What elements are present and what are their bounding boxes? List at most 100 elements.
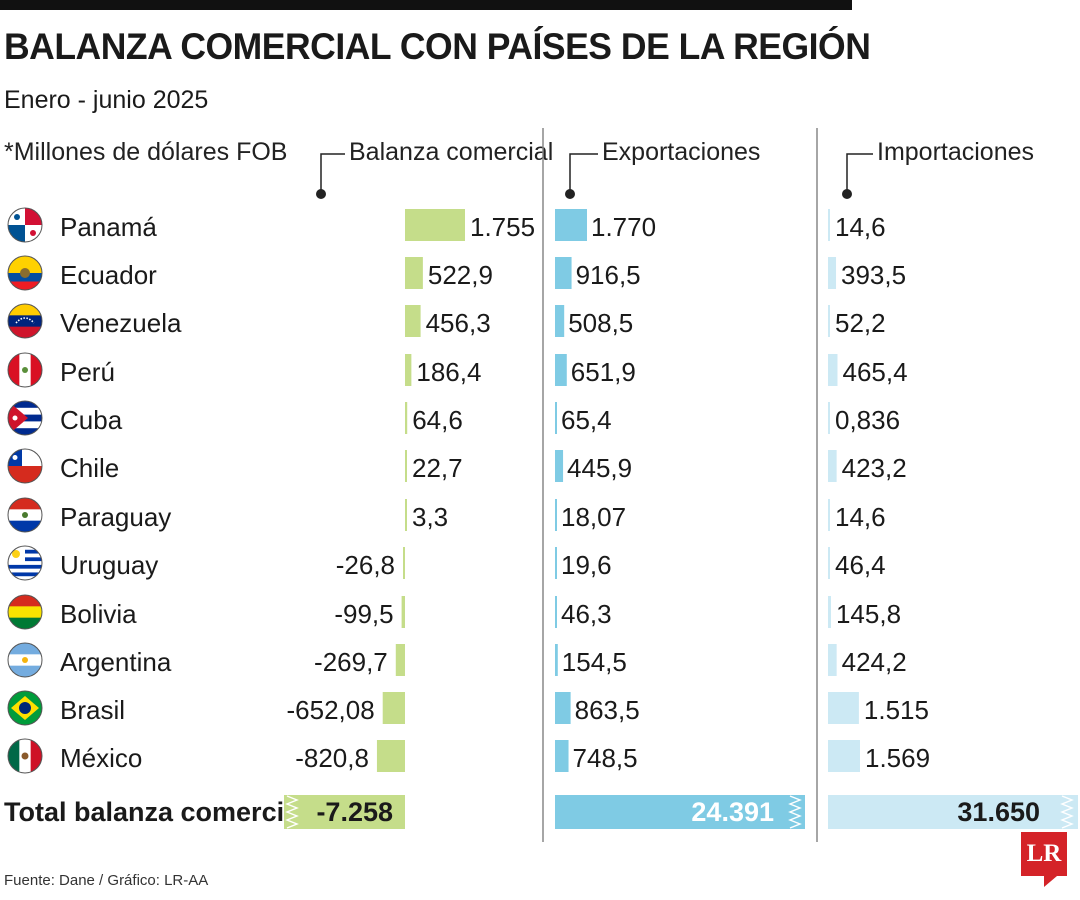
imports-value-venezuela: 52,2 [835,308,886,338]
country-label-cuba: Cuba [60,405,123,435]
imports-value-per: 465,4 [842,357,907,387]
source-footer: Fuente: Dane / Gráfico: LR-AA [4,872,209,889]
imports-value-chile: 423,2 [842,453,907,483]
exports-bar-ecuador [555,257,572,289]
balance-bar-argentina [395,644,405,676]
balance-value-cuba: 64,6 [412,405,463,435]
flag-brasil-icon [7,690,43,726]
total-imports-value: 31.650 [957,797,1040,827]
imports-value-panam: 14,6 [835,212,886,242]
balance-bar-mxico [376,740,405,772]
balance-bar-bolivia [401,596,405,628]
total-exports-bar [555,795,805,829]
country-label-per: Perú [60,357,115,387]
balance-value-venezuela: 456,3 [426,308,491,338]
exports-value-mxico: 748,5 [573,743,638,773]
imports-bar-paraguay [828,499,830,531]
balance-value-ecuador: 522,9 [428,260,493,290]
country-label-ecuador: Ecuador [60,260,157,290]
balance-value-argentina: -269,7 [314,647,388,677]
header-connector-2 [569,153,598,194]
country-label-brasil: Brasil [60,695,125,725]
imports-column-header: Importaciones [877,138,1035,166]
imports-value-brasil: 1.515 [864,695,929,725]
country-label-chile: Chile [60,453,119,483]
flag-bolivia-icon [7,594,43,630]
exports-bar-panam [555,209,587,241]
chart-title: BALANZA COMERCIAL CON PAÍSES DE LA REGIÓ… [4,26,871,67]
imports-value-mxico: 1.569 [865,743,930,773]
exports-value-cuba: 65,4 [561,405,612,435]
imports-value-argentina: 424,2 [842,647,907,677]
balance-value-mxico: -820,8 [295,743,369,773]
country-label-panam: Panamá [60,212,157,242]
header-connector-3 [846,153,873,194]
balance-bar-paraguay [405,499,407,531]
flag-chile-icon [7,448,43,484]
exports-bar-cuba [555,402,557,434]
imports-value-bolivia: 145,8 [836,599,901,629]
exports-bar-mxico [555,740,569,772]
exports-value-chile: 445,9 [567,453,632,483]
imports-bar-argentina [828,644,837,676]
balance-bar-ecuador [405,257,423,289]
total-exports-break-icon [788,795,802,829]
exports-bar-paraguay [555,499,557,531]
flag-mxico-icon [7,738,43,774]
header-connector-dot-2 [565,189,575,199]
exports-column-header: Exportaciones [602,138,761,166]
balance-bar-cuba [405,402,408,434]
exports-value-argentina: 154,5 [562,647,627,677]
balance-value-chile: 22,7 [412,453,463,483]
imports-bar-per [828,354,838,386]
header-connector-dot-1 [316,189,326,199]
total-balance-bar [284,795,405,829]
imports-value-paraguay: 14,6 [835,502,886,532]
imports-value-uruguay: 46,4 [835,550,886,580]
flag-paraguay-icon [7,497,43,533]
country-label-argentina: Argentina [60,647,172,677]
balance-bar-per [405,354,412,386]
exports-bar-chile [555,450,564,482]
imports-value-ecuador: 393,5 [841,260,906,290]
exports-bar-bolivia [555,596,557,628]
imports-bar-cuba [828,402,830,434]
exports-value-brasil: 863,5 [575,695,640,725]
balance-column-header: Balanza comercial [349,138,554,166]
total-exports-value: 24.391 [691,797,774,827]
balance-bar-uruguay [403,547,405,579]
country-label-bolivia: Bolivia [60,599,137,629]
header-connector-1 [320,153,345,194]
country-label-venezuela: Venezuela [60,308,182,338]
country-label-mxico: México [60,743,142,773]
flag-ecuador-icon [7,255,43,291]
total-imports-bar [828,795,1078,829]
total-imports-break-icon [1060,795,1074,829]
total-balance-break-icon [285,795,299,829]
country-label-uruguay: Uruguay [60,550,158,580]
exports-value-venezuela: 508,5 [568,308,633,338]
flag-per-icon [7,352,43,388]
country-label-paraguay: Paraguay [60,502,171,532]
imports-bar-brasil [828,692,859,724]
flag-argentina-icon [7,642,43,678]
exports-bar-per [555,354,567,386]
imports-bar-ecuador [828,257,837,289]
exports-value-paraguay: 18,07 [561,502,626,532]
flag-uruguay-icon [7,545,43,581]
flag-venezuela-icon [7,303,43,339]
exports-value-ecuador: 916,5 [576,260,641,290]
header-connector-dot-3 [842,189,852,199]
balance-value-panam: 1.755 [470,212,535,242]
balance-bar-venezuela [405,305,421,337]
total-balance-value: -7.258 [316,797,393,827]
imports-value-cuba: 0,836 [835,405,900,435]
flag-cuba-icon [7,400,43,436]
balance-value-uruguay: -26,8 [336,550,395,580]
imports-bar-chile [828,450,837,482]
units-note: *Millones de dólares FOB [4,138,288,166]
chart-subtitle: Enero - junio 2025 [4,86,209,114]
imports-bar-panam [828,209,830,241]
exports-bar-uruguay [555,547,557,579]
